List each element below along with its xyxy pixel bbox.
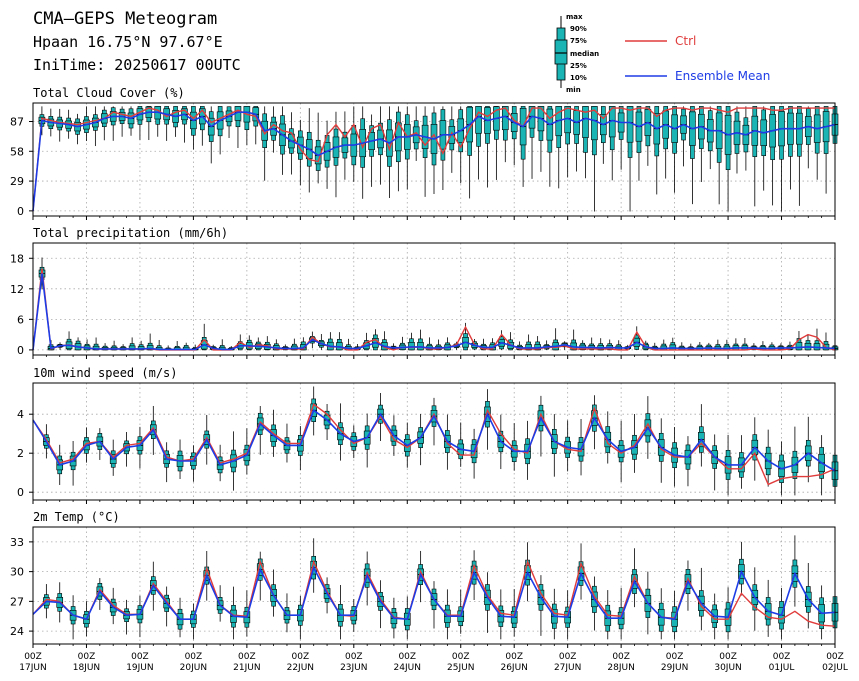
x-tick-date: 25JUN [447, 663, 474, 673]
ctrl-line [32, 107, 835, 211]
x-tick-hour: 00Z [78, 652, 96, 662]
x-tick-date: 24JUN [394, 663, 421, 673]
ctrl-line [32, 403, 836, 486]
location-label: Hpaan 16.75°N 97.67°E [33, 33, 223, 51]
x-tick-hour: 00Z [238, 652, 256, 662]
x-tick-hour: 00Z [559, 652, 577, 662]
y-tick-label: 12 [10, 283, 24, 296]
x-tick-hour: 00Z [612, 652, 630, 662]
x-tick-date: 27JUN [554, 663, 581, 673]
ensemble-mean-line [32, 273, 836, 351]
x-tick-date: 28JUN [607, 663, 634, 673]
y-tick-label: 6 [17, 313, 24, 326]
x-tick-hour: 00Z [826, 652, 844, 662]
legend-label-0: max [566, 13, 583, 21]
x-tick-hour: 00Z [773, 652, 791, 662]
ensemble-mean-line [32, 565, 836, 621]
x-tick-hour: 00Z [292, 652, 310, 662]
x-tick-date: 22JUN [287, 663, 314, 673]
x-tick-date: 21JUN [233, 663, 260, 673]
x-axis: 00Z17JUN00Z18JUN00Z19JUN00Z20JUN00Z21JUN… [19, 652, 848, 673]
y-tick-label: 33 [10, 536, 24, 549]
ensemble-mean-line [32, 409, 836, 472]
ensemble-mean-line [32, 111, 836, 211]
box-inner [582, 106, 589, 138]
y-tick-label: 58 [10, 145, 24, 158]
chart-title: CMA–GEPS Meteogram [33, 9, 217, 29]
x-tick-date: 02JUL [822, 663, 848, 673]
legend-label-4: 25% [570, 62, 587, 70]
x-tick-date: 20JUN [180, 663, 207, 673]
y-tick-label: 87 [10, 115, 24, 128]
x-tick-hour: 00Z [398, 652, 416, 662]
panel-0: Total Cloud Cover (%) 0 29 58 87 [10, 86, 839, 220]
y-tick-label: 27 [10, 595, 24, 608]
x-tick-date: 23JUN [340, 663, 367, 673]
legend-ctrl-label: Ctrl [675, 34, 696, 48]
x-tick-date: 29JUN [661, 663, 688, 673]
panel-title: Total precipitation (mm/6h) [33, 226, 228, 240]
panel-1: Total precipitation (mm/6h) 0 6 12 18 [10, 226, 839, 359]
panel-title: 10m wind speed (m/s) [33, 366, 178, 380]
x-tick-hour: 00Z [185, 652, 203, 662]
y-tick-label: 18 [10, 252, 24, 265]
x-tick-date: 17JUN [19, 663, 46, 673]
x-tick-hour: 00Z [719, 652, 737, 662]
y-tick-label: 2 [17, 447, 24, 460]
x-tick-hour: 00Z [131, 652, 149, 662]
y-tick-label: 29 [10, 175, 24, 188]
box-inner [591, 106, 598, 141]
legend-label-5: 10% [570, 74, 587, 82]
y-tick-label: 24 [10, 625, 24, 638]
panel-title: Total Cloud Cover (%) [33, 86, 185, 100]
legend-label-1: 90% [570, 25, 587, 33]
legend: max 90% 75% median 25% 10% min Ctrl Ensemble M… [554, 13, 770, 94]
y-tick-label: 4 [17, 408, 24, 421]
y-tick-label: 0 [17, 344, 24, 357]
legend-label-2: 75% [570, 37, 587, 45]
panel-title: 2m Temp (°C) [33, 510, 120, 524]
x-tick-date: 26JUN [500, 663, 527, 673]
x-tick-hour: 00Z [452, 652, 470, 662]
legend-label-3: median [570, 50, 599, 58]
legend-box-symbol [554, 16, 568, 88]
legend-label-6: min [566, 86, 581, 94]
x-tick-hour: 00Z [345, 652, 363, 662]
init-time-label: IniTime: 20250617 00UTC [33, 56, 241, 74]
x-tick-hour: 00Z [666, 652, 684, 662]
legend-box-labels: max 90% 75% median 25% 10% min [566, 13, 599, 94]
x-tick-hour: 00Z [24, 652, 42, 662]
box-series [43, 386, 839, 496]
x-tick-date: 19JUN [126, 663, 153, 673]
box-series [43, 535, 839, 640]
legend-mean-label: Ensemble Mean [675, 69, 770, 83]
panel-2: 10m wind speed (m/s) 0 2 4 [17, 366, 839, 504]
y-tick-label: 0 [17, 205, 24, 218]
panel-3: 2m Temp (°C) 24 27 30 33 [10, 510, 839, 648]
x-tick-date: 18JUN [73, 663, 100, 673]
ctrl-line [32, 268, 836, 351]
box-series [38, 106, 839, 212]
panel-frame [32, 242, 836, 356]
x-tick-date: 30JUN [714, 663, 741, 673]
box-inner [795, 342, 803, 351]
x-tick-date: 01JUL [769, 663, 795, 673]
box-inner [475, 106, 482, 134]
box-inner [128, 345, 136, 351]
x-tick-hour: 00Z [505, 652, 523, 662]
box-series [38, 257, 839, 351]
y-tick-label: 30 [10, 566, 24, 579]
y-tick-label: 0 [17, 486, 24, 499]
